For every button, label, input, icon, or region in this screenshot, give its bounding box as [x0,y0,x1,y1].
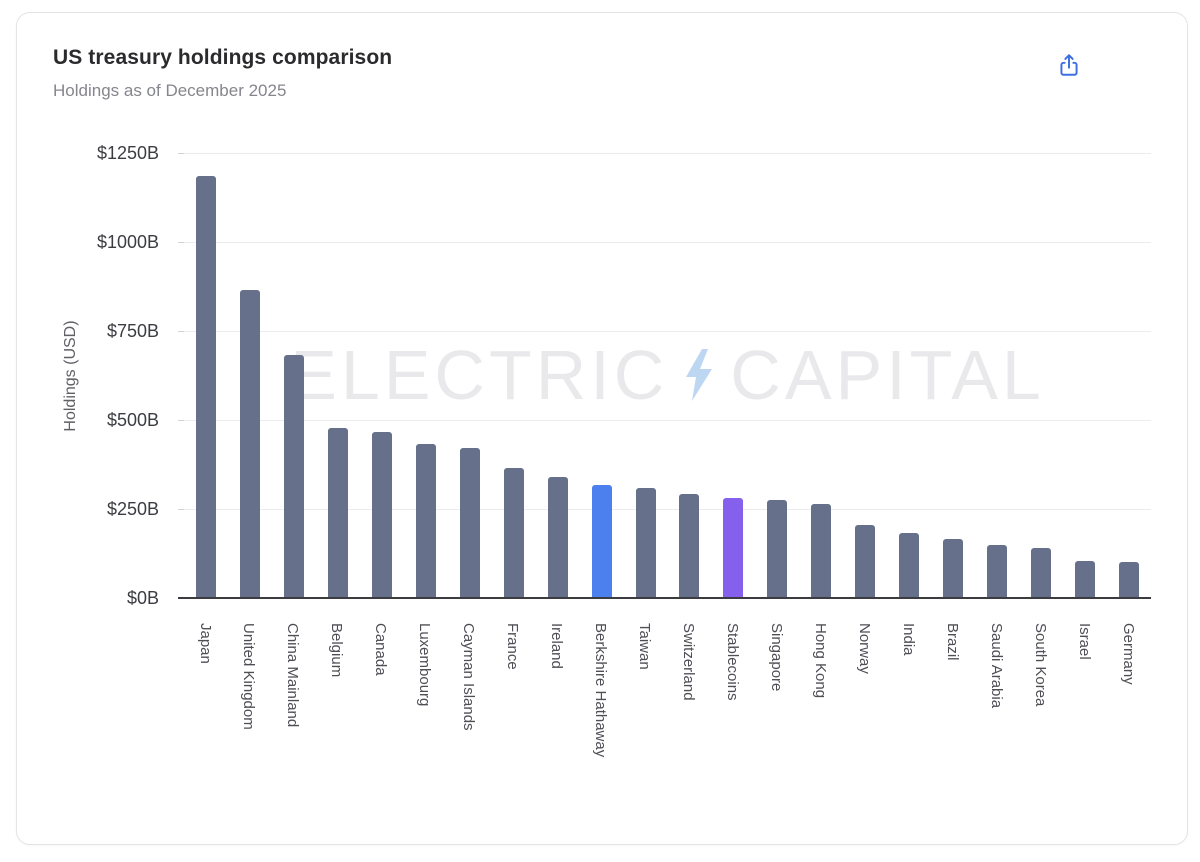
y-axis-tick-mark [178,153,184,154]
x-axis-label-saudi-arabia: Saudi Arabia [987,623,1005,709]
bar-singapore[interactable] [767,500,788,598]
y-axis-tick-mark [178,242,184,243]
bar-switzerland[interactable] [679,494,700,598]
bar-saudi-arabia[interactable] [987,545,1008,598]
x-axis-label-belgium: Belgium [328,623,346,678]
x-axis-label-south-korea: South Korea [1031,623,1049,707]
watermark-electric-text: ELECTRIC [290,336,669,414]
x-axis-label-india: India [899,623,917,656]
bar-belgium[interactable] [327,428,348,598]
x-axis-label-hong-kong: Hong Kong [811,623,829,699]
bar-japan[interactable] [196,176,216,598]
plot-area: ELECTRIC CAPITAL Japan United Kingdom Chin… [178,153,1151,757]
bar-luxembourg[interactable] [415,444,436,598]
x-axis-label-switzerland: Switzerland [679,623,697,701]
y-axis-tick-label: $250B [106,499,159,519]
page-title: US treasury holdings comparison [53,46,393,69]
y-axis-tick-label: $500B [106,410,159,430]
y-axis-tick-mark [178,509,184,510]
x-axis-label-luxembourg: Luxembourg [416,623,434,707]
x-axis-label-germany: Germany [1119,623,1137,685]
bar-berkshire-hathaway[interactable] [591,485,612,598]
x-axis-label-united-kingdom: United Kingdom [240,623,258,730]
chart-card: US treasury holdings comparison Holdings… [16,12,1188,845]
bar-france[interactable] [503,468,524,598]
watermark-capital-text: CAPITAL [730,336,1045,414]
gridline [184,420,1151,421]
bar-stablecoins[interactable] [723,498,744,598]
bar-united-kingdom[interactable] [239,290,260,598]
bar-cayman-islands[interactable] [459,448,480,598]
gridline [184,242,1151,243]
x-axis-label-france: France [504,623,522,670]
bar-israel[interactable] [1075,561,1096,598]
y-axis-tick-label: $1250B [96,143,159,163]
x-axis-label-china-mainland: China Mainland [284,623,302,728]
bar-brazil[interactable] [943,539,964,598]
y-axis-tick-mark [178,420,184,421]
x-axis-label-brazil: Brazil [943,623,961,661]
bar-norway[interactable] [855,525,876,598]
chart-subtitle: Holdings as of December 2025 [53,81,287,100]
x-axis-label-taiwan: Taiwan [636,623,654,670]
x-axis-label-japan: Japan [196,623,214,664]
gridline [184,153,1151,154]
lightning-bolt-icon [686,349,713,401]
y-axis-tick-label: $750B [106,321,159,341]
y-axis-tick-label: $1000B [96,232,159,252]
x-axis-label-cayman-islands: Cayman Islands [460,623,478,731]
bar-south-korea[interactable] [1031,548,1052,598]
x-axis-label-singapore: Singapore [767,623,785,692]
share-button[interactable] [1049,45,1089,85]
bar-hong-kong[interactable] [811,504,832,598]
share-export-icon [1060,54,1078,76]
bar-india[interactable] [899,533,920,598]
watermark: ELECTRIC CAPITAL [184,335,1151,415]
y-axis-tick-label: $0B [126,588,159,608]
bar-germany[interactable] [1119,562,1139,598]
bar-taiwan[interactable] [635,488,656,598]
gridline [184,331,1151,332]
y-axis-tick-mark [178,331,184,332]
x-axis-label-canada: Canada [372,623,390,676]
x-axis-label-berkshire-hathaway: Berkshire Hathaway [592,623,610,758]
x-axis-label-israel: Israel [1075,623,1093,660]
gridline [184,509,1151,510]
bar-ireland[interactable] [547,477,568,598]
bar-canada[interactable] [371,432,392,598]
x-axis-label-stablecoins: Stablecoins [723,623,741,701]
x-axis-line [178,597,1151,599]
bar-china-mainland[interactable] [283,355,304,598]
x-axis-label-norway: Norway [855,623,873,674]
x-axis-label-ireland: Ireland [548,623,566,669]
